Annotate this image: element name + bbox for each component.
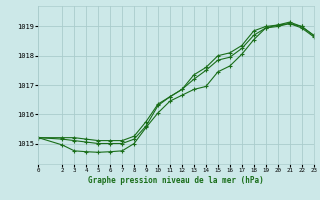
X-axis label: Graphe pression niveau de la mer (hPa): Graphe pression niveau de la mer (hPa) [88,176,264,185]
